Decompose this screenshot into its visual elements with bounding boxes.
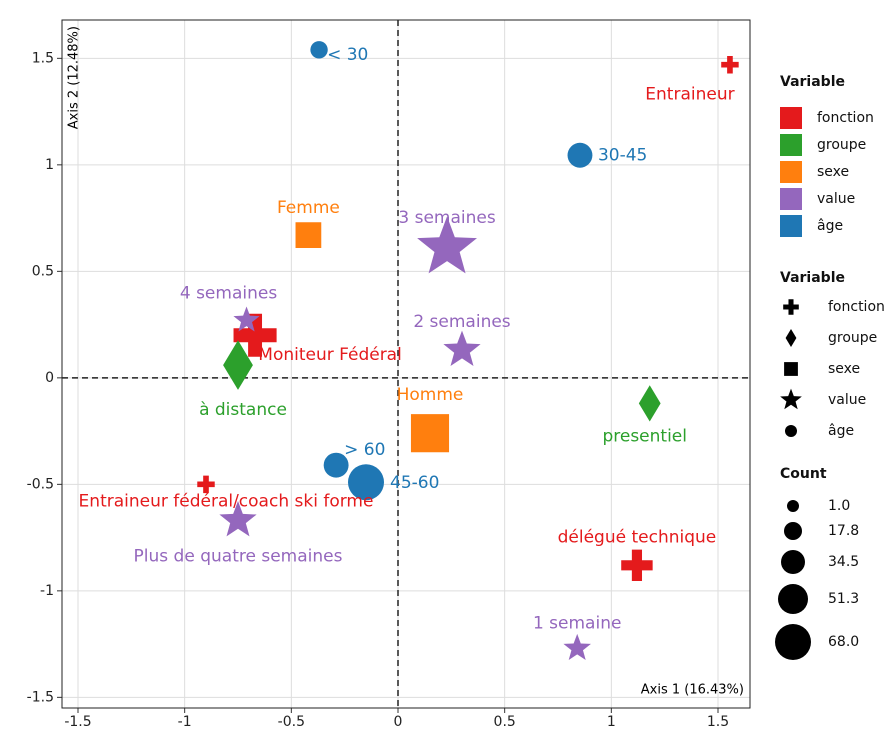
point-circle (348, 464, 384, 501)
size-legend-label: 1.0 (828, 498, 850, 514)
point-label: > 60 (344, 440, 385, 460)
size-legend-label: 17.8 (828, 523, 859, 539)
point-circle (567, 142, 593, 168)
size-legend-title: Count (780, 466, 827, 482)
point-diamond (638, 385, 661, 422)
color-legend-label: âge (817, 218, 843, 234)
color-legend-label: sexe (817, 164, 849, 180)
point-label: 30-45 (598, 145, 647, 165)
size-legend-key (777, 584, 809, 615)
point-diamond (223, 340, 253, 390)
point-star (219, 500, 257, 537)
point-square (295, 222, 322, 249)
point-label: Femme (277, 198, 340, 218)
color-legend-label: groupe (817, 137, 866, 153)
y-tick-label: -1.5 (27, 689, 54, 705)
color-legend-label: value (817, 191, 855, 207)
plot-panel (62, 20, 750, 708)
point-label: 2 semaines (413, 312, 510, 332)
point-circle (310, 41, 328, 59)
size-legend-label: 51.3 (828, 591, 859, 607)
x-tick-label: -1 (178, 714, 192, 729)
point-star (417, 216, 478, 274)
point-square (784, 362, 798, 376)
point-label: Moniteur Fédéral (258, 345, 402, 365)
point-label: 4 semaines (180, 283, 277, 303)
x-tick-label: 0.5 (494, 714, 516, 729)
y-tick-label: 0.5 (32, 263, 54, 279)
color-legend-key (780, 134, 802, 156)
plot-border (61, 19, 751, 709)
point-label: 45-60 (390, 473, 439, 493)
color-legend-label: fonction (817, 110, 874, 126)
point-label: Homme (397, 385, 464, 405)
point-label: 3 semaines (398, 208, 495, 228)
point-label: < 30 (327, 45, 368, 65)
y-tick-label: 0 (45, 370, 54, 386)
x-tick-label: 1.5 (707, 714, 729, 729)
size-legend-key (787, 500, 799, 512)
shape-legend-label: value (828, 392, 866, 408)
size-legend-label: 34.5 (828, 554, 859, 570)
color-legend-title: Variable (780, 74, 845, 90)
point-label: presentiel (602, 426, 687, 446)
point-square (410, 414, 450, 453)
x-tick-label: 1 (607, 714, 616, 729)
y-axis-title: Axis 2 (12.48%) (67, 26, 82, 129)
point-diamond (785, 329, 797, 347)
x-axis-title: Axis 1 (16.43%) (641, 683, 744, 698)
x-tick-label: 0 (394, 714, 403, 729)
shape-legend-label: âge (828, 423, 854, 439)
point-plus (721, 55, 739, 74)
point-circle (323, 452, 349, 478)
point-star (780, 388, 802, 410)
size-legend-label: 68.0 (828, 634, 859, 650)
shape-legend-label: fonction (828, 299, 884, 315)
shape-legend-label: sexe (828, 361, 860, 377)
point-label: Entraineur fédéral/coach ski forme (79, 491, 374, 511)
color-legend-key (780, 188, 802, 210)
x-tick-label: -0.5 (278, 714, 305, 729)
y-tick-label: 1 (45, 157, 54, 173)
point-label: 1 semaine (533, 613, 621, 633)
y-tick-label: 1.5 (32, 50, 54, 66)
point-circle (785, 425, 797, 437)
point-label: délégué technique (558, 527, 717, 547)
point-star (563, 633, 591, 661)
color-legend-key (780, 161, 802, 183)
point-plus (233, 313, 277, 357)
point-star (443, 330, 481, 366)
point-label: à distance (199, 400, 287, 420)
shape-legend-title: Variable (780, 270, 845, 286)
x-tick-label: -1.5 (64, 714, 91, 729)
size-legend-key (775, 624, 811, 661)
point-label: Entraineur (645, 85, 734, 105)
shape-legend-label: groupe (828, 330, 877, 346)
point-label: Plus de quatre semaines (134, 547, 343, 567)
point-star (233, 306, 260, 332)
size-legend-key (783, 522, 803, 541)
color-legend-key (780, 215, 802, 237)
point-plus (783, 299, 799, 315)
y-tick-label: -0.5 (27, 476, 54, 492)
color-legend-key (780, 107, 802, 129)
y-tick-label: -1 (40, 583, 54, 599)
point-plus (197, 475, 215, 494)
size-legend-key (781, 550, 805, 575)
point-plus (621, 549, 653, 582)
